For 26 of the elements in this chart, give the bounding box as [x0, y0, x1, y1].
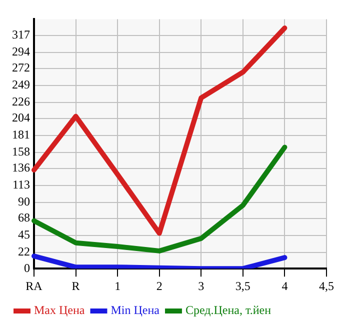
x-tick-label: 3: [198, 278, 204, 293]
x-tick-label: R: [72, 278, 80, 293]
y-tick-label: 158: [12, 144, 30, 159]
y-tick-label: 204: [12, 110, 30, 125]
y-tick-label: 68: [18, 210, 30, 225]
y-tick-label: 90: [18, 194, 30, 209]
y-tick-label: 294: [12, 44, 30, 58]
x-tick-label: 4: [282, 278, 288, 293]
y-tick-label: 181: [12, 128, 30, 142]
y-tick-label: 22: [18, 244, 30, 259]
y-tick-label: 272: [12, 60, 30, 75]
x-tick-label: 2: [156, 278, 162, 293]
y-tick-label: 136: [12, 160, 30, 175]
x-tick-label: 1: [114, 278, 121, 293]
legend-label: Max Цена: [34, 303, 86, 318]
y-tick-label: 226: [12, 94, 30, 108]
y-tick-label: 317: [12, 28, 30, 42]
legend-label: Сред.Цена, т.йен: [185, 303, 272, 318]
legend-label: Min Цена: [110, 303, 160, 318]
x-tick-label: RA: [26, 278, 43, 293]
x-tick-label: 4,5: [319, 278, 334, 293]
y-tick-label: 113: [12, 178, 30, 192]
y-tick-label: 0: [24, 260, 30, 275]
x-tick-label: 3,5: [235, 278, 250, 293]
y-tick-label: 45: [18, 228, 30, 242]
y-tick-label: 249: [12, 78, 30, 92]
